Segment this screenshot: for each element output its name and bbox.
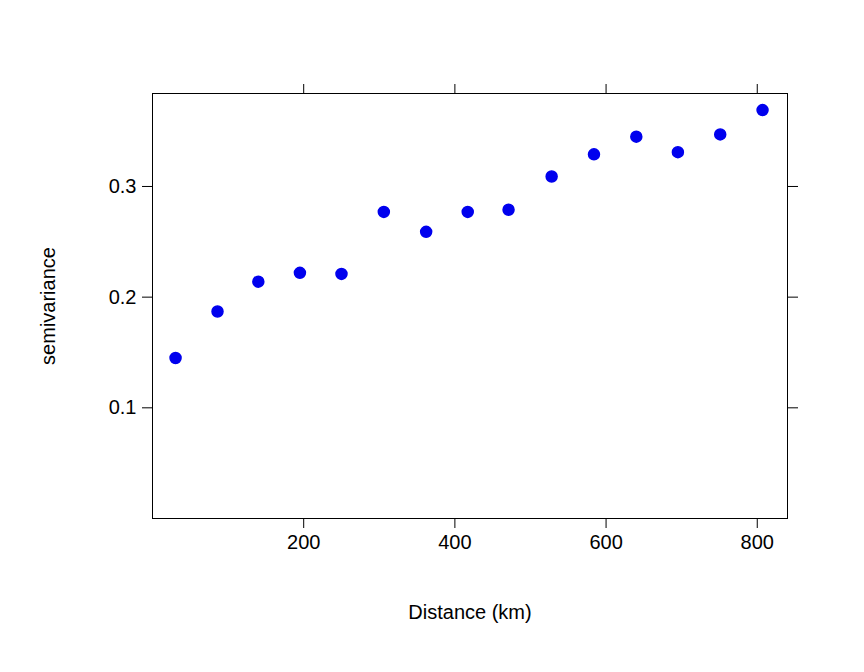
svg-text:Distance (km): Distance (km) — [408, 601, 531, 623]
svg-text:0.3: 0.3 — [109, 175, 137, 197]
svg-text:0.1: 0.1 — [109, 396, 137, 418]
svg-text:semivariance: semivariance — [37, 247, 59, 365]
svg-text:600: 600 — [589, 531, 622, 553]
svg-text:0.2: 0.2 — [109, 286, 137, 308]
svg-text:800: 800 — [741, 531, 774, 553]
svg-text:200: 200 — [287, 531, 320, 553]
svg-text:400: 400 — [438, 531, 471, 553]
